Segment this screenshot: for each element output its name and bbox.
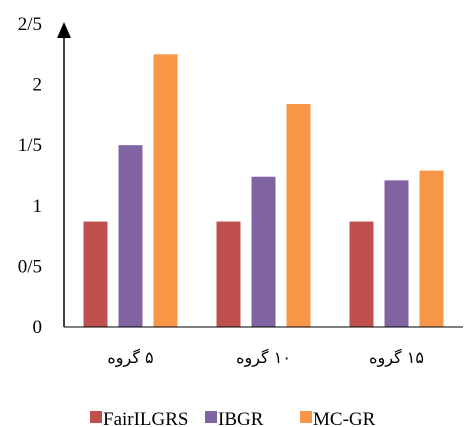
category-label: ۱۰ گروه — [236, 348, 291, 368]
bar-ibgr-3 — [384, 180, 409, 327]
axes-layer — [57, 22, 463, 328]
y-tick-labels: 0 0/5 1 1/5 2 2/5 — [18, 14, 42, 338]
y-tick-label: 1 — [33, 196, 43, 217]
legend-label: FairILGRS — [103, 409, 189, 427]
legend-swatch — [205, 411, 217, 423]
legend-label: IBGR — [218, 409, 264, 427]
y-tick-label: 1/5 — [18, 135, 42, 156]
y-tick-label: 2/5 — [18, 14, 42, 35]
bar-fairilgrs-2 — [216, 221, 241, 327]
bar-fairilgrs-1 — [83, 221, 108, 327]
category-label: ۵ گروه — [107, 348, 153, 368]
bar-mc-gr-3 — [419, 170, 444, 327]
legend-swatch — [90, 411, 102, 423]
bar-fairilgrs-3 — [349, 221, 374, 327]
y-tick-label: 0 — [33, 317, 43, 338]
y-tick-label: 2 — [33, 75, 43, 96]
y-tick-label: 0/5 — [18, 256, 42, 277]
category-labels: ۵ گروه ۱۰ گروه ۱۵ گروه — [107, 348, 424, 368]
bar-mc-gr-1 — [153, 54, 178, 328]
bar-mc-gr-2 — [286, 103, 311, 327]
bars-layer — [83, 54, 444, 328]
legend: FairILGRS IBGR MC-GR — [90, 409, 376, 427]
category-label: ۱۵ گروه — [369, 348, 424, 368]
legend-label: MC-GR — [313, 409, 376, 427]
legend-swatch — [300, 411, 312, 423]
y-axis-arrow-icon — [57, 22, 71, 38]
bar-ibgr-2 — [251, 176, 276, 327]
bar-ibgr-1 — [118, 145, 143, 327]
